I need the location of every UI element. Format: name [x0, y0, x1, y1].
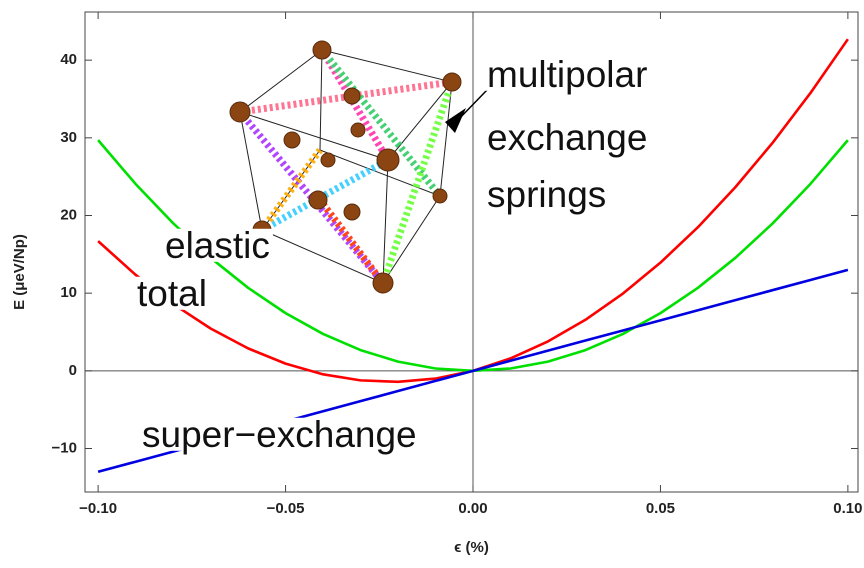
crystal-illustration [229, 40, 488, 294]
plot-frame [84, 11, 859, 493]
x-tick-label: −0.05 [267, 500, 305, 517]
annotation: multipolar [487, 54, 647, 95]
annotation: total [137, 273, 207, 314]
y-tick-label: 40 [60, 51, 77, 68]
plot-area: −0.10 −0.05 0.00 0.05 0.10 −10 0 10 20 30 40 ϵ (%) E… [11, 11, 862, 556]
annotation-backing [484, 57, 651, 91]
annotation-backing [484, 177, 610, 211]
x-tick-label: 0.05 [646, 500, 675, 517]
y-tick-label: 0 [69, 362, 77, 379]
annotations: multipolar exchange springs elastic total sup… [134, 54, 651, 455]
annotation: springs [487, 174, 606, 215]
y-tick-label: −10 [52, 439, 77, 456]
y-tick-label: 10 [60, 284, 77, 301]
y-tick-label: 30 [60, 129, 77, 146]
x-tick-label: −0.10 [79, 500, 117, 517]
annotation: elastic [165, 225, 270, 266]
annotation-backing [484, 120, 651, 154]
annotation-backing [162, 228, 273, 262]
x-axis-label: ϵ (%) [454, 539, 489, 556]
annotation-backing [134, 276, 210, 310]
x-tick-label: 0.00 [458, 500, 487, 517]
annotation: exchange [487, 117, 647, 158]
annotation: super−exchange [142, 414, 417, 455]
y-axis-label: E (μeV/Np) [11, 234, 28, 310]
x-tick-label: 0.10 [833, 500, 862, 517]
annotation-backing [139, 417, 420, 451]
y-tick-label: 20 [60, 206, 77, 223]
